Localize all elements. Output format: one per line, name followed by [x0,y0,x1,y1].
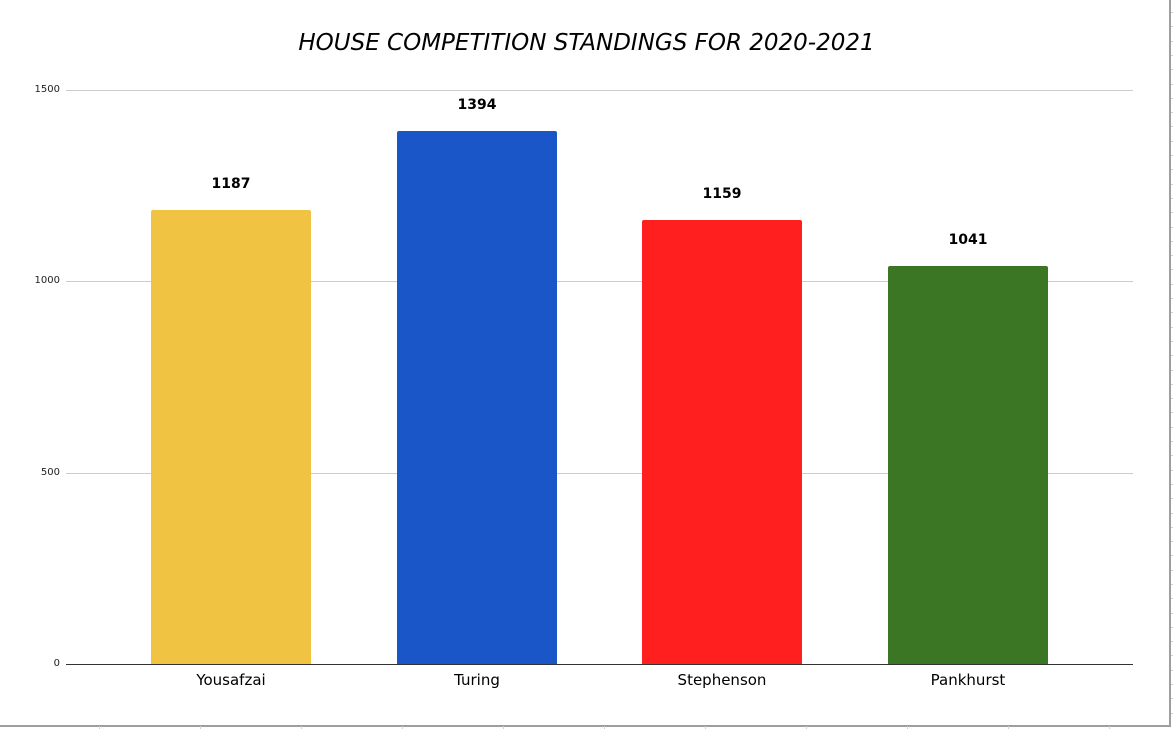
sheet-gridline [1171,698,1173,699]
y-tick-label: 500 [40,467,60,478]
x-category-label: Pankhurst [930,671,1006,689]
sheet-gridline [907,726,908,729]
y-tick-label: 0 [53,658,60,669]
y-tick-label: 1500 [34,84,60,95]
x-category-label: Turing [454,671,500,689]
sheet-gridline [1171,184,1173,185]
sheet-gridline [1109,726,1110,729]
bar-pankhurst[interactable] [888,266,1048,664]
gridline-1500 [66,90,1133,91]
sheet-gridline [1171,155,1173,156]
sheet-gridline [1171,613,1173,614]
sheet-gridline [1171,570,1173,571]
sheet-gridline [1171,84,1173,85]
sheet-gridline [1171,241,1173,242]
sheet-gridline [1171,41,1173,42]
sheet-gridline [1171,169,1173,170]
sheet-gridline [1008,726,1009,729]
sheet-gridline [402,726,403,729]
sheet-gridline [1171,298,1173,299]
sheet-gridline [1171,12,1173,13]
bar-yousafzai[interactable] [151,210,311,664]
sheet-gridline [1171,484,1173,485]
sheet-gridline [200,726,201,729]
sheet-gridline [1171,98,1173,99]
data-label: 1187 [211,176,251,192]
data-label: 1041 [948,232,988,248]
sheet-gridline [1171,670,1173,671]
sheet-gridline [1171,384,1173,385]
x-category-label: Stephenson [677,671,767,689]
sheet-gridline [1171,327,1173,328]
sheet-gridline [1171,269,1173,270]
data-label: 1394 [457,97,497,113]
data-label: 1159 [702,186,742,202]
sheet-gridline [1171,627,1173,628]
sheet-gridline [1171,398,1173,399]
sheet-gridline [1171,541,1173,542]
sheet-gridline [604,726,605,729]
sheet-gridline [1171,470,1173,471]
sheet-gridline [1171,141,1173,142]
sheet-gridline [1171,713,1173,714]
y-tick-label: 1000 [34,275,60,286]
sheet-gridline [1171,69,1173,70]
sheet-gridline [1171,641,1173,642]
sheet-gridline [1171,227,1173,228]
sheet-gridline [1171,26,1173,27]
sheet-gridline [1171,341,1173,342]
sheet-gridline [1171,198,1173,199]
sheet-gridline [1171,584,1173,585]
sheet-gridline [1171,684,1173,685]
bar-stephenson[interactable] [642,220,802,664]
gridline-500 [66,473,1133,474]
sheet-gridline [1171,598,1173,599]
x-axis-line [66,664,1133,665]
sheet-gridline [1171,126,1173,127]
sheet-gridline [806,726,807,729]
sheet-gridline [1171,112,1173,113]
bar-turing[interactable] [397,131,557,664]
sheet-gridline [1171,370,1173,371]
chart-title: HOUSE COMPETITION STANDINGS FOR 2020-202… [298,30,875,56]
sheet-gridline [1171,412,1173,413]
sheet-gridline [99,726,100,729]
x-category-label: Yousafzai [196,671,266,689]
sheet-gridline [1171,498,1173,499]
sheet-gridline [1171,527,1173,528]
sheet-gridline [1171,655,1173,656]
sheet-gridline [1171,455,1173,456]
sheet-gridline [301,726,302,729]
sheet-gridline [1171,441,1173,442]
sheet-gridline [1171,312,1173,313]
sheet-gridline [1171,255,1173,256]
sheet-gridline [1171,355,1173,356]
sheet-gridline [1171,55,1173,56]
sheet-gridline [1171,555,1173,556]
sheet-gridline [1171,513,1173,514]
sheet-gridline [1171,427,1173,428]
sheet-gridline [1171,212,1173,213]
sheet-gridline [1171,284,1173,285]
sheet-gridline [503,726,504,729]
gridline-1000 [66,281,1133,282]
sheet-gridline [705,726,706,729]
